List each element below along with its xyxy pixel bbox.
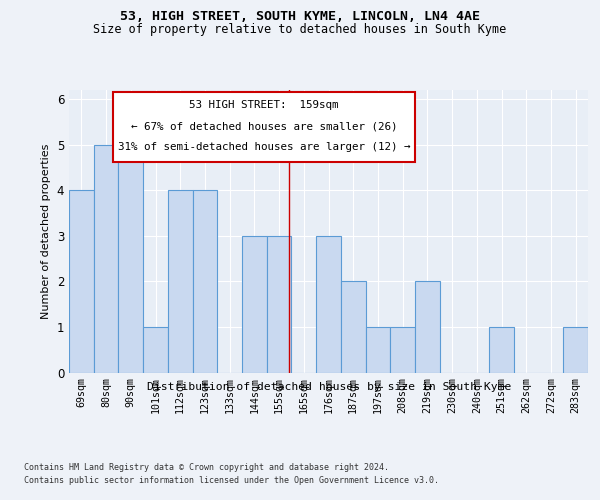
Text: Size of property relative to detached houses in South Kyme: Size of property relative to detached ho… [94, 22, 506, 36]
FancyBboxPatch shape [113, 92, 415, 162]
Bar [267, 236, 292, 372]
Bar [69, 190, 94, 372]
Y-axis label: Number of detached properties: Number of detached properties [41, 144, 51, 319]
Bar [118, 144, 143, 372]
Bar [563, 327, 588, 372]
Bar [242, 236, 267, 372]
Bar [341, 282, 365, 372]
Text: 53 HIGH STREET:  159sqm: 53 HIGH STREET: 159sqm [190, 100, 339, 110]
Text: ← 67% of detached houses are smaller (26): ← 67% of detached houses are smaller (26… [131, 122, 397, 132]
Bar [193, 190, 217, 372]
Text: 31% of semi-detached houses are larger (12) →: 31% of semi-detached houses are larger (… [118, 142, 410, 152]
Text: Distribution of detached houses by size in South Kyme: Distribution of detached houses by size … [146, 382, 511, 392]
Bar [168, 190, 193, 372]
Bar [415, 282, 440, 372]
Bar [489, 327, 514, 372]
Text: Contains HM Land Registry data © Crown copyright and database right 2024.: Contains HM Land Registry data © Crown c… [24, 462, 389, 471]
Bar [143, 327, 168, 372]
Bar [94, 144, 118, 372]
Bar [390, 327, 415, 372]
Text: Contains public sector information licensed under the Open Government Licence v3: Contains public sector information licen… [24, 476, 439, 485]
Bar [365, 327, 390, 372]
Bar [316, 236, 341, 372]
Text: 53, HIGH STREET, SOUTH KYME, LINCOLN, LN4 4AE: 53, HIGH STREET, SOUTH KYME, LINCOLN, LN… [120, 10, 480, 23]
